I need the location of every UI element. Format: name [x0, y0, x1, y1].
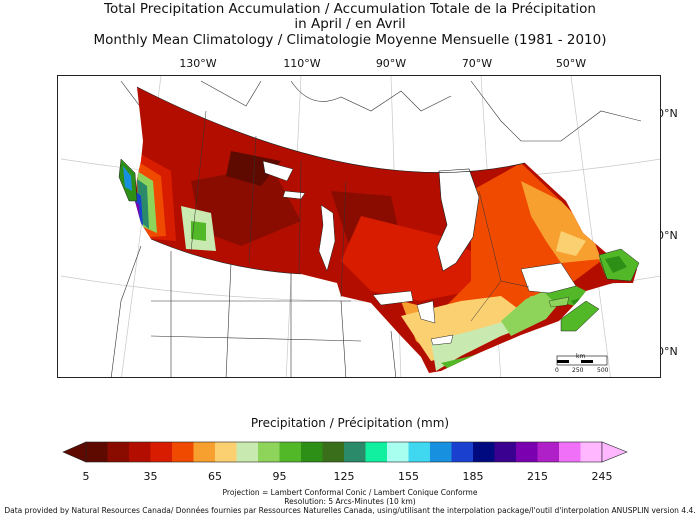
- colorbar-swatch: [172, 442, 194, 462]
- colorbar-tick-label: 35: [143, 470, 158, 483]
- colorbar-title: Precipitation / Précipitation (mm): [250, 416, 450, 430]
- colorbar-high-arrow: [601, 441, 628, 463]
- colorbar-tick-label: 215: [527, 470, 548, 483]
- colorbar-tick-label: 245: [591, 470, 613, 483]
- colorbar-low-arrow: [62, 441, 87, 463]
- colorbar-swatch: [473, 442, 495, 462]
- pei: [548, 296, 570, 308]
- colorbar-swatch: [258, 442, 280, 462]
- colorbar-swatch: [129, 442, 151, 462]
- great-slave-lake: [262, 160, 294, 182]
- colorbar-swatch: [215, 442, 237, 462]
- colorbar-tick-label: 185: [462, 470, 484, 483]
- provincial-borders: [190, 110, 530, 322]
- longitude-label-70w: 70°W: [461, 57, 493, 70]
- colorbar-tick-label: 95: [272, 470, 287, 483]
- colorbar-swatch: [537, 442, 560, 462]
- colorbar-swatch: [86, 442, 108, 462]
- footer-resolution: Resolution: 5 Arcs-Minutes (10 km): [284, 497, 416, 506]
- title-line-3: Monthly Mean Climatology / Climatologie …: [93, 32, 607, 48]
- colorbar-swatch: [559, 442, 581, 462]
- colorbar-swatch: [322, 442, 345, 462]
- colorbar-swatch: [516, 442, 538, 462]
- scale-bar-unit: km: [576, 353, 586, 360]
- scale-bar-tick-500: 500: [597, 367, 609, 374]
- lake-winnipeg: [318, 204, 336, 272]
- colorbar-tick-label: 5: [82, 470, 90, 483]
- scale-bar: [556, 355, 608, 366]
- colorbar-swatch: [408, 442, 431, 462]
- colorbar-swatch: [279, 442, 302, 462]
- colorbar-swatch: [301, 442, 323, 462]
- colorbar-swatch: [344, 442, 366, 462]
- colorbar-tick-label: 125: [333, 470, 355, 483]
- colorbar-swatch: [107, 442, 130, 462]
- longitude-label-50w: 50°W: [555, 57, 587, 70]
- map-frame: km 0 250 500: [57, 75, 661, 378]
- colorbar-swatch: [193, 442, 216, 462]
- title-line-1: Total Precipitation Accumulation / Accum…: [104, 1, 596, 17]
- longitude-label-90w: 90°W: [375, 57, 407, 70]
- precipitation-map: [60, 76, 660, 377]
- colorbar-swatch: [451, 442, 474, 462]
- colorbar-tick-label: 155: [398, 470, 419, 483]
- scale-bar-tick-250: 250: [572, 367, 584, 374]
- longitude-label-110w: 110°W: [283, 57, 321, 70]
- hudson-bay: [436, 168, 480, 272]
- colorbar-swatch: [494, 442, 517, 462]
- scale-bar-tick-0: 0: [555, 367, 559, 374]
- colorbar-swatch: [430, 442, 452, 462]
- colorbar-swatch: [236, 442, 259, 462]
- domain-outline: [136, 86, 526, 173]
- lake-athabasca: [282, 190, 306, 200]
- lake-superior: [372, 290, 414, 306]
- colorbar-swatch: [580, 442, 603, 462]
- footer-projection: Projection = Lambert Conformal Conic / L…: [222, 488, 478, 497]
- lake-huron: [416, 300, 436, 324]
- lake-ontario: [430, 334, 454, 346]
- longitude-label-130w: 130°W: [179, 57, 217, 70]
- title-line-2: in April / en Avril: [294, 16, 406, 32]
- nova-scotia: [560, 300, 600, 332]
- colorbar-tick-label: 65: [208, 470, 222, 483]
- colorbar-swatch: [387, 442, 409, 462]
- colorbar-swatch: [150, 442, 173, 462]
- footer-credit: Data provided by Natural Resources Canad…: [4, 506, 696, 515]
- gulf-of-st-lawrence: [520, 262, 577, 294]
- colorbar-swatch: [365, 442, 388, 462]
